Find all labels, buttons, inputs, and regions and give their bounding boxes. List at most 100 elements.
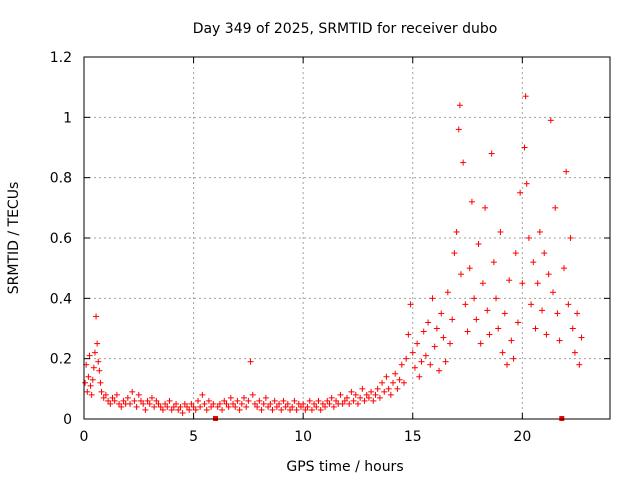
data-point — [484, 307, 491, 314]
data-point — [514, 319, 521, 326]
data-point — [425, 319, 432, 326]
data-point — [164, 403, 171, 410]
data-point — [245, 397, 252, 404]
data-point — [522, 93, 529, 100]
data-point — [422, 352, 429, 359]
data-point — [354, 400, 361, 407]
data-point — [177, 403, 184, 410]
data-point — [444, 289, 451, 296]
data-point — [324, 397, 331, 404]
data-point — [142, 406, 149, 413]
data-point — [86, 352, 93, 359]
data-point — [387, 391, 394, 398]
data-point — [565, 301, 572, 308]
data-point — [129, 388, 136, 395]
data-point — [381, 388, 388, 395]
data-point — [201, 400, 208, 407]
data-point — [455, 126, 462, 133]
x-tick-label: 10 — [294, 429, 312, 445]
data-point — [87, 382, 94, 389]
data-point — [289, 403, 296, 410]
data-point — [90, 364, 97, 371]
data-point — [291, 397, 298, 404]
data-point — [271, 397, 278, 404]
data-point — [109, 394, 116, 401]
data-point — [490, 259, 497, 266]
data-point — [221, 397, 228, 404]
data-point — [552, 204, 559, 211]
data-point — [208, 403, 215, 410]
data-point — [400, 379, 407, 386]
data-point — [427, 361, 434, 368]
data-point — [238, 400, 245, 407]
data-point — [379, 379, 386, 386]
data-point — [188, 400, 195, 407]
data-point — [385, 385, 392, 392]
data-point — [199, 391, 206, 398]
data-point — [569, 325, 576, 332]
grid-lines — [84, 57, 610, 419]
data-point — [190, 403, 197, 410]
data-point — [394, 385, 401, 392]
data-point — [337, 391, 344, 398]
data-point — [350, 397, 357, 404]
x-tick-label: 20 — [513, 429, 531, 445]
data-point — [124, 394, 131, 401]
data-point — [118, 403, 125, 410]
data-point — [282, 403, 289, 410]
data-point — [449, 316, 456, 323]
data-point — [418, 358, 425, 365]
data-point — [519, 280, 526, 287]
data-point — [317, 406, 324, 413]
data-point — [265, 403, 272, 410]
data-point — [523, 180, 530, 187]
data-point — [184, 403, 191, 410]
data-point — [578, 334, 585, 341]
data-point — [227, 394, 234, 401]
data-point — [197, 403, 204, 410]
data-point — [98, 388, 105, 395]
data-point — [543, 331, 550, 338]
data-point — [436, 367, 443, 374]
data-point — [170, 403, 177, 410]
y-tick-label: 1.2 — [50, 50, 72, 66]
data-point — [528, 301, 535, 308]
data-point — [247, 358, 254, 365]
data-point — [214, 403, 221, 410]
data-point — [376, 394, 383, 401]
data-point — [243, 403, 250, 410]
data-point — [258, 406, 265, 413]
data-point — [348, 388, 355, 395]
y-tick-label: 1 — [63, 110, 72, 126]
data-point — [344, 394, 350, 401]
data-point — [453, 228, 460, 235]
data-point — [322, 403, 329, 410]
data-point — [539, 307, 546, 314]
data-point — [574, 310, 581, 317]
data-point — [510, 355, 517, 362]
data-point — [390, 379, 397, 386]
x-tick-label: 5 — [189, 429, 198, 445]
data-point — [210, 400, 217, 407]
data-point — [352, 391, 359, 398]
data-point — [409, 349, 416, 356]
data-point — [405, 331, 412, 338]
data-point — [440, 334, 447, 341]
data-point — [102, 391, 109, 398]
data-point — [464, 328, 471, 335]
x-tick-label: 0 — [80, 429, 89, 445]
data-point — [146, 400, 153, 407]
data-point — [203, 406, 210, 413]
data-point — [571, 349, 578, 356]
data-point — [501, 310, 508, 317]
data-point — [82, 379, 89, 386]
data-point — [311, 400, 318, 407]
data-point — [319, 400, 326, 407]
chart-title: Day 349 of 2025, SRMTID for receiver dub… — [193, 21, 498, 37]
data-point — [407, 301, 414, 308]
data-point — [442, 358, 449, 365]
data-point — [131, 397, 138, 404]
data-point — [287, 406, 294, 413]
data-point — [471, 295, 478, 302]
